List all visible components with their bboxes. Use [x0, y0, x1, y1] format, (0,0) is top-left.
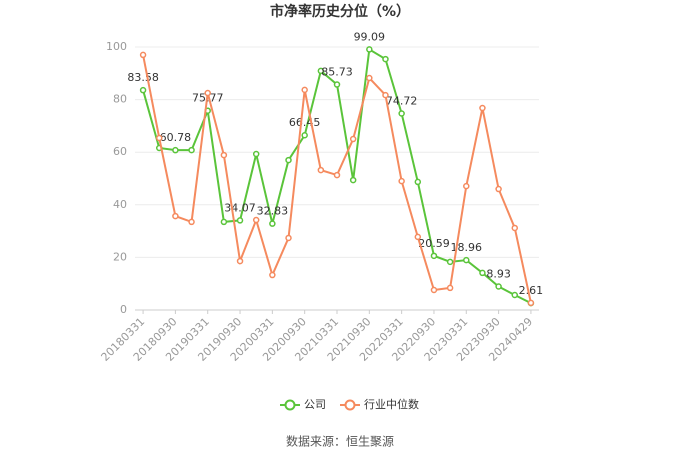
data-point — [398, 110, 405, 117]
data-point — [366, 74, 373, 82]
y-tick-label: 100 — [106, 40, 127, 53]
data-point — [236, 257, 244, 265]
data-point — [414, 178, 422, 186]
data-point — [333, 171, 341, 179]
data-label: 8.93 — [486, 268, 511, 281]
data-label: 99.09 — [354, 30, 386, 43]
data-label: 60.78 — [160, 131, 192, 144]
data-point — [285, 156, 292, 164]
legend-label: 行业中位数 — [364, 397, 419, 411]
data-point — [139, 51, 147, 59]
data-point — [269, 271, 276, 279]
data-label: 34.07 — [224, 201, 256, 214]
data-point — [204, 89, 211, 97]
data-label: 85.73 — [321, 66, 353, 79]
chart-title: 市净率历史分位（%） — [270, 3, 410, 20]
data-point — [382, 55, 389, 63]
data-label: 74.72 — [386, 94, 418, 107]
data-label: 83.58 — [127, 71, 159, 84]
data-point — [446, 258, 454, 266]
data-point — [172, 212, 179, 220]
source-note: 数据来源：恒生聚源 — [286, 434, 394, 449]
data-point — [333, 81, 341, 88]
data-point — [172, 146, 179, 154]
data-point — [155, 134, 163, 142]
data-point — [511, 224, 519, 232]
data-label: 18.96 — [451, 241, 483, 254]
y-tick-label: 0 — [120, 303, 127, 316]
data-point — [463, 182, 470, 190]
data-point — [398, 177, 405, 185]
data-point — [430, 286, 438, 294]
data-point — [139, 86, 147, 94]
data-point — [220, 151, 228, 159]
data-label: 32.83 — [257, 205, 289, 218]
data-point — [495, 283, 502, 290]
data-point — [188, 146, 195, 154]
data-point — [301, 131, 308, 139]
data-label: 66.45 — [289, 116, 321, 129]
data-point — [382, 91, 389, 99]
data-point — [301, 86, 308, 94]
data-point — [527, 299, 535, 307]
data-point — [495, 185, 502, 193]
data-point — [285, 234, 292, 242]
data-point — [446, 284, 454, 292]
data-point — [252, 150, 260, 158]
data-point — [349, 135, 357, 143]
data-point — [479, 269, 486, 277]
data-point — [479, 104, 486, 112]
data-label: 20.59 — [418, 237, 450, 250]
y-tick-label: 20 — [113, 250, 127, 263]
data-point — [366, 46, 373, 53]
data-point — [220, 218, 228, 226]
legend-icon — [284, 399, 296, 411]
data-point — [430, 252, 438, 260]
data-point — [463, 256, 470, 264]
data-point — [317, 67, 325, 75]
data-point — [414, 233, 422, 241]
y-tick-label: 80 — [113, 93, 127, 106]
legend-label: 公司 — [304, 398, 326, 411]
y-tick-label: 60 — [113, 145, 127, 158]
data-point — [236, 217, 244, 224]
data-point — [349, 176, 357, 184]
data-point — [188, 218, 195, 226]
data-point — [269, 220, 276, 227]
data-point — [317, 166, 325, 174]
y-tick-label: 40 — [113, 198, 127, 211]
data-point — [511, 291, 519, 299]
data-point — [252, 216, 260, 224]
legend-icon — [344, 399, 356, 411]
data-label: 2.61 — [519, 284, 544, 297]
